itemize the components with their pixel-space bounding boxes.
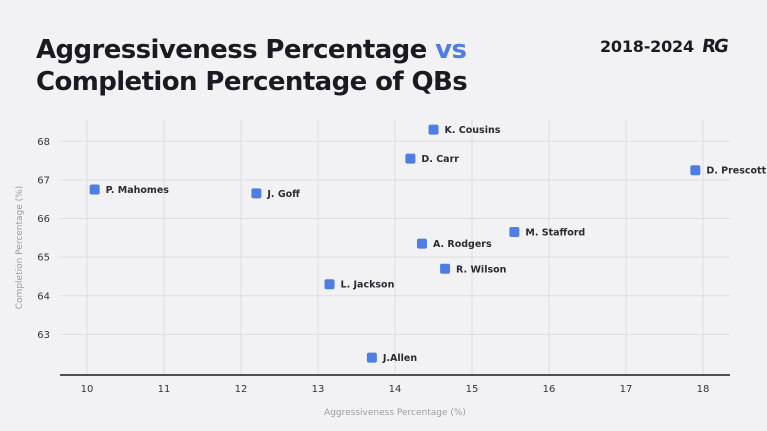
tick-labels: 10 11 12 13 14 15 16 17 18 63 64 65 66 67 68	[37, 137, 709, 395]
y-tick-label: 64	[37, 291, 50, 302]
x-tick-label: 10	[81, 384, 94, 395]
data-point	[440, 263, 451, 274]
x-tick-label: 14	[389, 384, 402, 395]
point-label: D. Carr	[421, 154, 459, 165]
point-label: P. Mahomes	[106, 185, 170, 196]
x-axis-title: Aggressiveness Percentage (%)	[324, 408, 466, 418]
data-point	[509, 227, 520, 238]
title-part-aggressiveness: Aggressiveness Percentage	[36, 35, 427, 65]
point-label: J. Goff	[266, 189, 300, 200]
year-range: 2018-2024	[600, 37, 694, 56]
x-tick-label: 11	[158, 384, 171, 395]
y-axis-title: Completion Percentage (%)	[15, 186, 25, 309]
x-tick-label: 15	[466, 384, 479, 395]
data-point	[89, 184, 100, 195]
y-tick-label: 68	[37, 137, 50, 148]
x-tick-label: 12	[235, 384, 248, 395]
point-label: J.Allen	[382, 353, 417, 364]
point-label: M. Stafford	[525, 228, 585, 239]
title-part-completion: Completion Percentage of QBs	[36, 67, 468, 97]
y-tick-label: 67	[37, 175, 50, 186]
point-label: A. Rodgers	[433, 239, 492, 250]
data-point	[324, 279, 335, 290]
point-label: D. Prescott	[706, 166, 766, 177]
data-points: K. Cousins D. Carr D. Prescott P. Mahomes J.…	[89, 124, 767, 364]
x-tick-label: 18	[697, 384, 710, 395]
data-point	[416, 238, 427, 249]
y-tick-label: 66	[37, 214, 50, 225]
chart-title: Aggressiveness Percentage vs Completion …	[36, 34, 506, 98]
grid	[60, 120, 730, 375]
x-tick-label: 13	[312, 384, 325, 395]
x-tick-label: 17	[620, 384, 633, 395]
y-tick-label: 65	[37, 253, 50, 264]
point-label: K. Cousins	[445, 125, 501, 136]
y-tick-label: 63	[37, 330, 50, 341]
data-point	[366, 352, 377, 363]
data-point	[405, 153, 416, 164]
data-point	[428, 124, 439, 135]
data-point	[690, 165, 701, 176]
title-vs: vs	[435, 35, 467, 65]
point-label: L. Jackson	[341, 280, 395, 291]
point-label: R. Wilson	[456, 264, 507, 275]
x-tick-label: 16	[543, 384, 556, 395]
data-point	[251, 188, 262, 199]
